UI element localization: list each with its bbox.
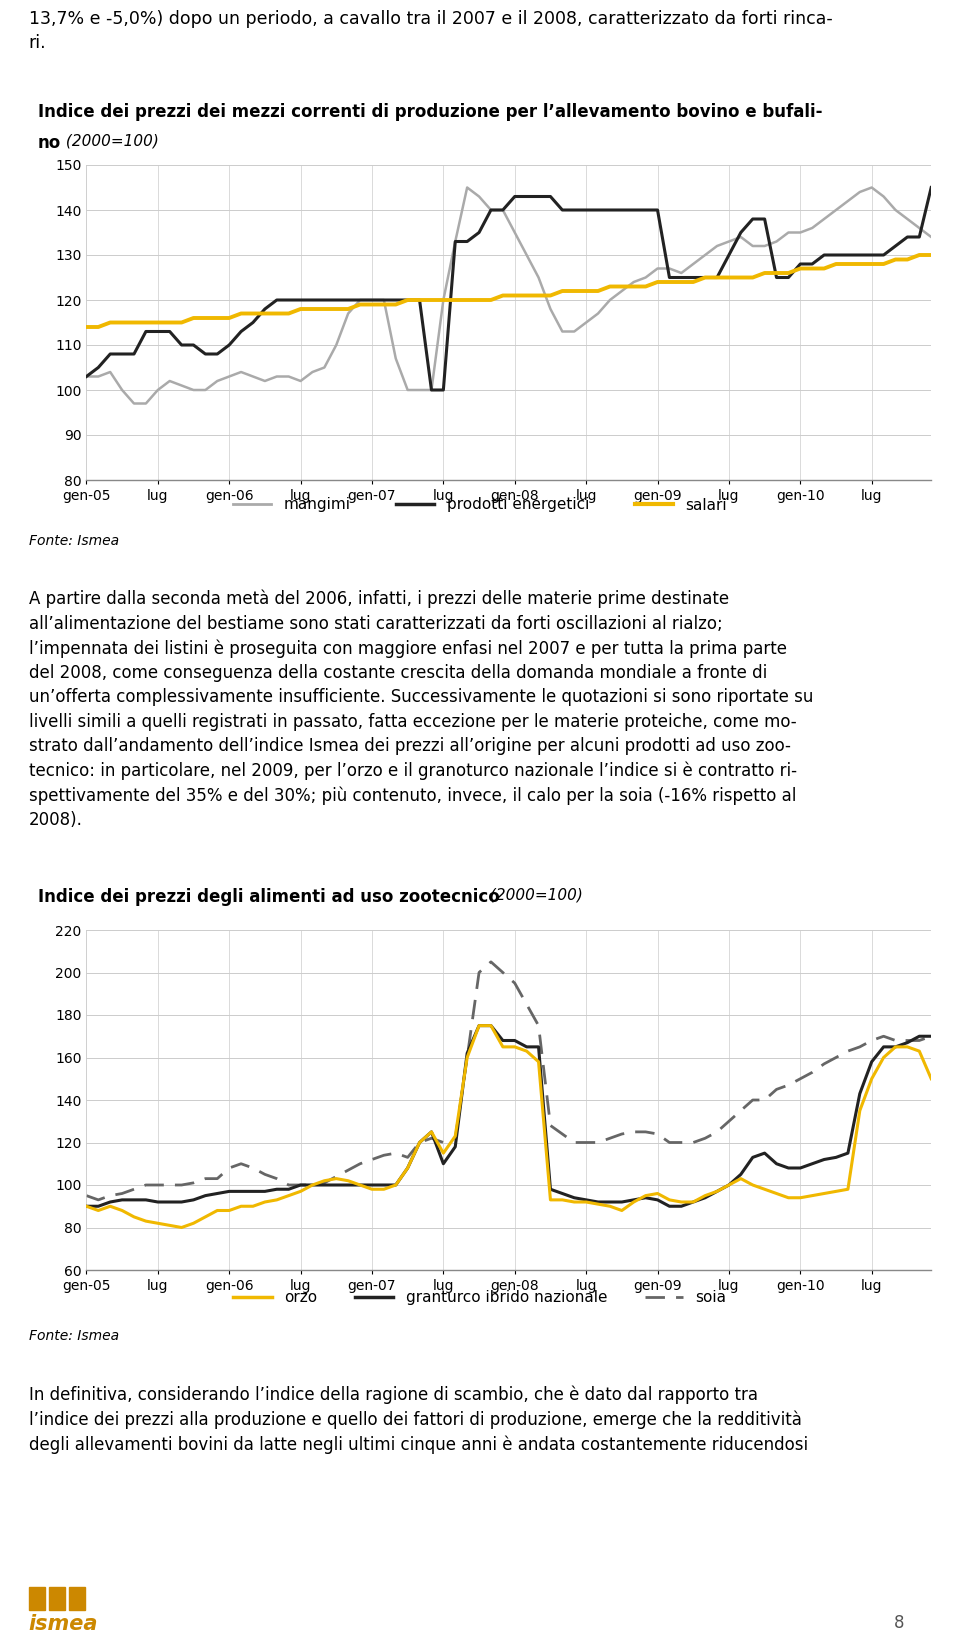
Text: ismea: ismea: [29, 1614, 98, 1634]
Text: Indice dei prezzi dei mezzi correnti di produzione per l’allevamento bovino e bu: Indice dei prezzi dei mezzi correnti di …: [37, 104, 823, 122]
Bar: [49, 1586, 65, 1611]
Bar: [68, 1586, 84, 1611]
Text: 13,7% e -5,0%) dopo un periodo, a cavallo tra il 2007 e il 2008, caratterizzato : 13,7% e -5,0%) dopo un periodo, a cavall…: [29, 10, 832, 51]
Text: (2000=100): (2000=100): [485, 888, 583, 903]
Text: Indice dei prezzi degli alimenti ad uso zootecnico: Indice dei prezzi degli alimenti ad uso …: [37, 888, 499, 906]
Text: 8: 8: [894, 1614, 904, 1632]
Legend: orzo, granturco ibrido nazionale, soia: orzo, granturco ibrido nazionale, soia: [228, 1285, 732, 1311]
Text: (2000=100): (2000=100): [61, 133, 159, 148]
Bar: [29, 1586, 45, 1611]
Text: no: no: [37, 133, 61, 152]
Legend: mangimi, prodotti energetici, salari: mangimi, prodotti energetici, salari: [227, 491, 733, 519]
Text: Fonte: Ismea: Fonte: Ismea: [29, 1329, 119, 1344]
Text: In definitiva, considerando l’indice della ragione di scambio, che è dato dal ra: In definitiva, considerando l’indice del…: [29, 1385, 808, 1454]
Text: Fonte: Ismea: Fonte: Ismea: [29, 534, 119, 548]
Text: A partire dalla seconda metà del 2006, infatti, i prezzi delle materie prime des: A partire dalla seconda metà del 2006, i…: [29, 590, 813, 830]
